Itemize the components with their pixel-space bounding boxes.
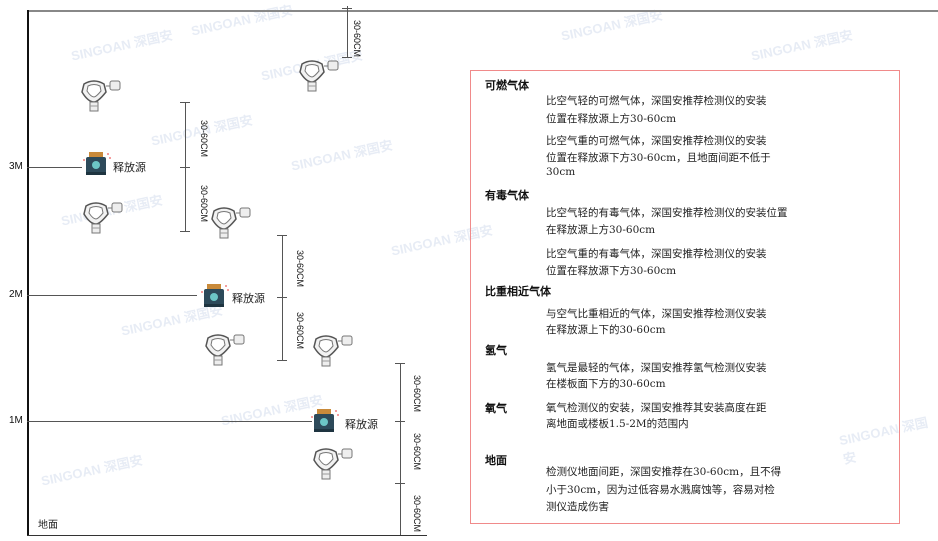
watermark: SINGOAN 深国安 bbox=[289, 137, 394, 174]
watermark: SINGOAN 深国安 bbox=[69, 27, 174, 64]
note-text: 在释放源上下的30-60cm bbox=[546, 324, 666, 336]
gas-detector-icon bbox=[202, 332, 246, 370]
ground-label: 地面 bbox=[38, 520, 58, 531]
release-source-icon bbox=[200, 284, 230, 314]
release-source-label: 释放源 bbox=[345, 418, 378, 431]
note-text: 测仪造成伤害 bbox=[546, 501, 609, 513]
heading-similar: 比重相近气体 bbox=[485, 285, 551, 298]
gas-detector-icon bbox=[208, 205, 252, 243]
watermark: SINGOAN 深国安 bbox=[749, 27, 854, 64]
note-text: 比空气重的有毒气体，深国安推荐检测仪的安装 bbox=[546, 248, 767, 260]
note-text: 氢气是最轻的气体，深国安推荐氢气检测仪安装 bbox=[546, 362, 767, 374]
gas-detector-icon bbox=[78, 78, 122, 116]
ceiling-line bbox=[27, 10, 938, 12]
installation-notes-panel: 可燃气体 比空气轻的可燃气体，深国安推荐检测仪的安装 位置在释放源上方30-60… bbox=[470, 70, 900, 524]
note-text: 30cm bbox=[546, 166, 576, 178]
release-source-icon bbox=[310, 409, 340, 439]
level-3m: 3M bbox=[9, 161, 23, 172]
dimension-label: 30-60CM bbox=[295, 250, 305, 288]
dimension-label: 30-60CM bbox=[412, 375, 422, 413]
gas-detector-icon bbox=[310, 446, 354, 484]
heading-toxic: 有毒气体 bbox=[485, 189, 529, 202]
level-3m-line bbox=[27, 167, 82, 168]
release-source-label: 释放源 bbox=[232, 292, 265, 305]
heading-oxygen: 氧气 bbox=[485, 402, 507, 415]
note-text: 比空气轻的可燃气体，深国安推荐检测仪的安装 bbox=[546, 95, 767, 107]
note-text: 在楼板面下方的30-60cm bbox=[546, 378, 666, 390]
heading-flammable: 可燃气体 bbox=[485, 79, 529, 92]
note-text: 比空气重的可燃气体，深国安推荐检测仪的安装 bbox=[546, 135, 767, 147]
level-2m-line bbox=[27, 295, 197, 296]
dimension-line bbox=[282, 235, 283, 361]
note-text: 离地面或楼板1.5-2M的范围内 bbox=[546, 418, 689, 430]
note-text: 位置在释放源下方30-60cm bbox=[546, 265, 677, 277]
level-1m-line bbox=[27, 421, 312, 422]
wall-line bbox=[27, 10, 29, 536]
watermark: SINGOAN 深国安 bbox=[219, 392, 324, 429]
level-1m: 1M bbox=[9, 415, 23, 426]
note-text: 在释放源上方30-60cm bbox=[546, 224, 656, 236]
watermark: SINGOAN 深国安 bbox=[39, 452, 144, 489]
release-source-icon bbox=[82, 152, 112, 182]
heading-ground: 地面 bbox=[485, 454, 507, 467]
note-text: 氧气检测仪的安装，深国安推荐其安装高度在距 bbox=[546, 402, 767, 414]
dimension-line bbox=[400, 363, 401, 535]
gas-detector-icon bbox=[80, 200, 124, 238]
note-text: 小于30cm，因为过低容易水溅腐蚀等，容易对检 bbox=[546, 484, 775, 496]
gas-detector-icon bbox=[296, 58, 340, 96]
dimension-label: 30-60CM bbox=[352, 20, 362, 58]
dimension-line bbox=[347, 6, 348, 58]
dimension-label: 30-60CM bbox=[199, 120, 209, 158]
note-text: 比空气轻的有毒气体，深国安推荐检测仪的安装位置 bbox=[546, 207, 788, 219]
note-text: 位置在释放源下方30-60cm，且地面间距不低于 bbox=[546, 152, 771, 164]
floor-line bbox=[27, 535, 427, 536]
dimension-label: 30-60CM bbox=[412, 495, 422, 533]
dimension-label: 30-60CM bbox=[412, 433, 422, 471]
level-2m: 2M bbox=[9, 289, 23, 300]
note-text: 位置在释放源上方30-60cm bbox=[546, 113, 677, 125]
watermark: SINGOAN 深国安 bbox=[189, 2, 294, 39]
note-text: 与空气比重相近的气体，深国安推荐检测仪安装 bbox=[546, 308, 767, 320]
dimension-label: 30-60CM bbox=[295, 312, 305, 350]
gas-detector-icon bbox=[310, 333, 354, 371]
note-text: 检测仪地面间距，深国安推荐在30-60cm，且不得 bbox=[546, 466, 782, 478]
heading-hydrogen: 氢气 bbox=[485, 344, 507, 357]
release-source-label: 释放源 bbox=[113, 161, 146, 174]
